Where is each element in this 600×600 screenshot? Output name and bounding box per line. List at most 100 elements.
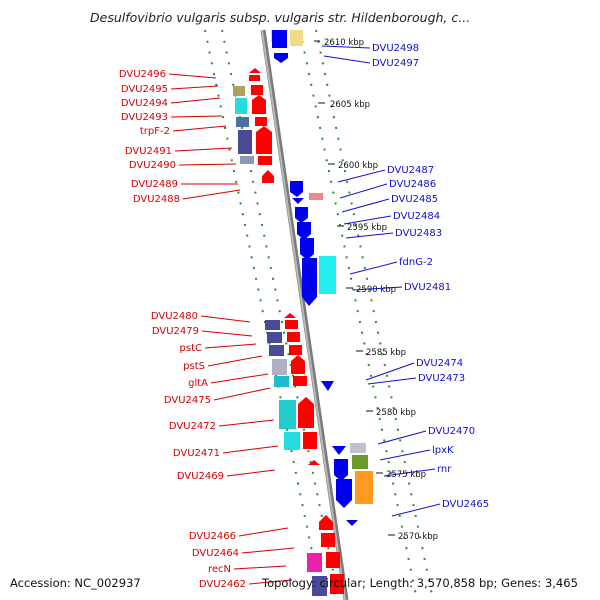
forward-genes <box>233 68 344 596</box>
gene-label[interactable]: DVU2481 <box>404 282 451 293</box>
gene-block[interactable] <box>303 432 317 449</box>
gene-arrow[interactable] <box>256 126 272 154</box>
gene-block[interactable] <box>312 576 327 596</box>
gene-arrow[interactable] <box>295 207 308 223</box>
gene-block[interactable] <box>326 552 340 568</box>
gene-leader-line <box>248 579 293 585</box>
gene-label[interactable]: trpF-2 <box>140 126 170 137</box>
gene-arrow[interactable] <box>290 181 303 197</box>
kbp-label: 2600 kbp <box>338 161 378 171</box>
gene-block[interactable] <box>238 130 252 154</box>
gene-label[interactable]: DVU2497 <box>372 58 419 69</box>
gene-label[interactable]: rnr <box>437 464 452 475</box>
gene-label[interactable]: pstS <box>183 361 205 372</box>
gene-block[interactable] <box>272 359 287 375</box>
gene-label[interactable]: DVU2489 <box>131 179 178 190</box>
gene-leader-line <box>323 55 371 64</box>
gene-block[interactable] <box>321 533 335 547</box>
gene-arrow[interactable] <box>298 397 314 428</box>
gene-label[interactable]: DVU2486 <box>389 179 436 190</box>
gene-block[interactable] <box>272 30 287 48</box>
gene-block[interactable] <box>267 332 282 343</box>
gene-leader-line <box>170 115 223 118</box>
gene-block[interactable] <box>269 345 284 356</box>
gene-label[interactable]: DVU2495 <box>121 84 168 95</box>
gene-arrow[interactable] <box>274 53 288 63</box>
gene-label[interactable]: DVU2464 <box>192 548 239 559</box>
gene-arrow[interactable] <box>300 238 314 260</box>
gene-arrow[interactable] <box>308 460 320 465</box>
gene-label[interactable]: pstC <box>180 343 202 354</box>
gene-label[interactable]: DVU2487 <box>387 165 434 176</box>
gene-label[interactable]: DVU2472 <box>169 421 216 432</box>
gene-arrow[interactable] <box>252 95 266 114</box>
gene-block[interactable] <box>289 345 302 355</box>
gene-block[interactable] <box>293 376 307 386</box>
gene-arrow[interactable] <box>284 313 296 318</box>
gene-label[interactable]: DVU2475 <box>164 395 211 406</box>
gene-label[interactable]: DVU2469 <box>177 471 224 482</box>
gene-label[interactable]: DVU2488 <box>133 194 180 205</box>
gene-block[interactable] <box>249 75 260 81</box>
gene-label[interactable]: DVU2491 <box>125 146 172 157</box>
gene-label[interactable]: DVU2462 <box>199 579 246 590</box>
gene-block[interactable] <box>287 332 300 342</box>
gene-label[interactable]: DVU2498 <box>372 43 419 54</box>
gene-arrow[interactable] <box>319 515 333 530</box>
gene-block[interactable] <box>290 30 303 46</box>
gene-block[interactable] <box>255 117 267 126</box>
gene-label[interactable]: recN <box>208 564 231 575</box>
gene-arrow[interactable] <box>249 68 261 73</box>
gene-block[interactable] <box>309 193 323 200</box>
gene-block[interactable] <box>285 320 298 329</box>
gene-arrow[interactable] <box>346 520 358 526</box>
gene-label[interactable]: gltA <box>188 378 208 389</box>
gene-block[interactable] <box>258 156 272 165</box>
gene-label[interactable]: DVU2480 <box>151 311 198 322</box>
gene-label[interactable]: DVU2494 <box>121 98 168 109</box>
gene-block[interactable] <box>265 320 280 330</box>
gene-block[interactable] <box>233 86 245 96</box>
kbp-label: 2605 kbp <box>330 100 370 110</box>
gene-block[interactable] <box>235 98 247 114</box>
gene-block[interactable] <box>307 553 322 572</box>
gene-arrow[interactable] <box>297 222 311 240</box>
gene-label[interactable]: DVU2483 <box>395 228 442 239</box>
gene-label[interactable]: DVU2493 <box>121 112 168 123</box>
gene-block[interactable] <box>251 85 263 95</box>
gene-block[interactable] <box>236 117 249 127</box>
gene-arrow[interactable] <box>291 355 305 374</box>
gene-label[interactable]: DVU2471 <box>173 448 220 459</box>
gene-label[interactable]: DVU2479 <box>152 326 199 337</box>
gene-arrow[interactable] <box>321 381 334 391</box>
gene-label[interactable]: lpxK <box>432 445 454 456</box>
gene-arrow[interactable] <box>334 459 348 481</box>
gene-arrow[interactable] <box>292 198 304 204</box>
summary-text: Topology: circular; Length: 3,570,858 bp… <box>261 576 578 590</box>
gene-arrow[interactable] <box>302 258 317 306</box>
gene-block[interactable] <box>330 574 344 594</box>
gene-label[interactable]: DVU2485 <box>391 194 438 205</box>
gene-block[interactable] <box>274 376 289 387</box>
gene-block[interactable] <box>355 471 373 504</box>
gene-label[interactable]: DVU2484 <box>393 211 440 222</box>
gene-label[interactable]: DVU2466 <box>189 531 236 542</box>
gene-arrow[interactable] <box>262 170 274 183</box>
gene-arrow[interactable] <box>336 479 352 508</box>
gene-label[interactable]: DVU2470 <box>428 426 475 437</box>
gene-label[interactable]: DVU2496 <box>119 69 166 80</box>
gene-label[interactable]: DVU2473 <box>418 373 465 384</box>
gene-label[interactable]: fdnG-2 <box>399 257 433 268</box>
gene-block[interactable] <box>352 455 368 469</box>
gene-block[interactable] <box>319 256 336 294</box>
feature-tracks <box>204 29 434 600</box>
gene-arrow[interactable] <box>332 446 346 455</box>
gene-block[interactable] <box>350 443 366 453</box>
gene-block[interactable] <box>279 400 296 429</box>
gene-label[interactable]: DVU2490 <box>129 160 176 171</box>
gene-block[interactable] <box>240 156 254 164</box>
kbp-label: 2610 kbp <box>324 38 364 48</box>
gene-block[interactable] <box>284 432 300 450</box>
gene-label[interactable]: DVU2474 <box>416 358 463 369</box>
gene-label[interactable]: DVU2465 <box>442 499 489 510</box>
